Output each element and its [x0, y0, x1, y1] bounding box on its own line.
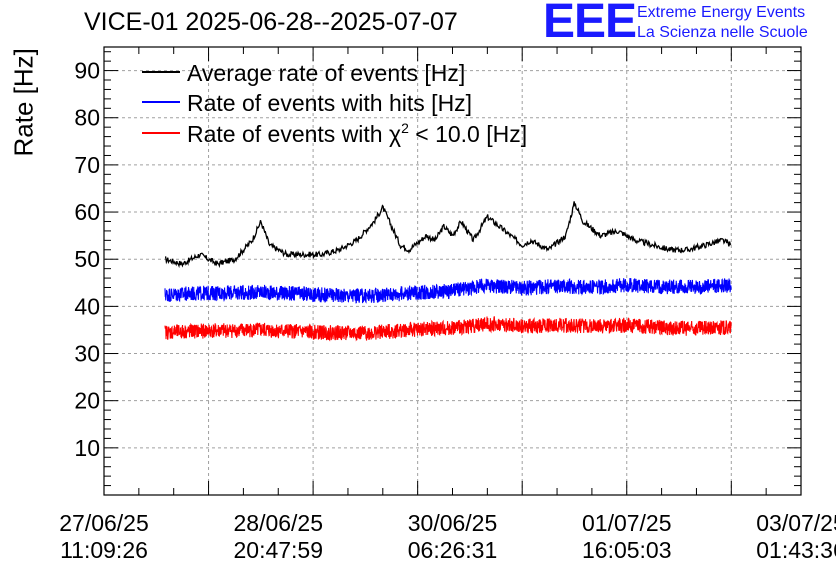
x-tick-label-time: 01:43:36	[756, 537, 836, 563]
grid	[104, 47, 801, 495]
x-tick-label-time: 20:47:59	[233, 537, 323, 563]
y-tick-label: 50	[74, 246, 100, 272]
x-tick-label-date: 03/07/25	[756, 510, 836, 536]
x-tick-label-time: 16:05:03	[582, 537, 672, 563]
x-tick-label-time: 06:26:31	[408, 537, 498, 563]
y-tick-label: 30	[74, 341, 100, 367]
series-hits-line	[164, 277, 732, 304]
y-tick-label: 20	[74, 388, 100, 414]
y-tick-label: 70	[74, 152, 100, 178]
x-tick-label-date: 28/06/25	[233, 510, 323, 536]
y-tick-label: 80	[74, 105, 100, 131]
y-tick-label: 10	[74, 435, 100, 461]
x-tick-label-time: 11:09:26	[60, 537, 148, 563]
y-axis-label: Rate [Hz]	[8, 48, 39, 157]
y-tick-label: 90	[74, 58, 100, 84]
legend-label-chi2: Rate of events with χ2 < 10.0 [Hz]	[187, 120, 527, 147]
y-tick-label: 60	[74, 199, 100, 225]
chart-title: VICE-01 2025-06-28--2025-07-07	[84, 8, 458, 36]
x-tick-label-date: 30/06/25	[408, 510, 498, 536]
x-tick-label-date: 27/06/25	[59, 510, 149, 536]
plot-frame	[103, 46, 802, 496]
series-group	[164, 201, 732, 342]
x-tick-label-date: 01/07/25	[582, 510, 672, 536]
logo-line-1: Extreme Energy Events	[637, 4, 806, 21]
series-chi2-line	[164, 316, 732, 342]
series-average-line	[164, 201, 732, 269]
legend-label-hits: Rate of events with hits [Hz]	[187, 90, 472, 116]
eee-logo-icon: EEE	[543, 0, 637, 48]
legend: Average rate of events [Hz] Rate of even…	[142, 60, 527, 147]
y-tick-label: 40	[74, 293, 100, 319]
legend-label-average: Average rate of events [Hz]	[187, 60, 465, 86]
logo-line-2: La Scienza nelle Scuole	[637, 24, 808, 41]
